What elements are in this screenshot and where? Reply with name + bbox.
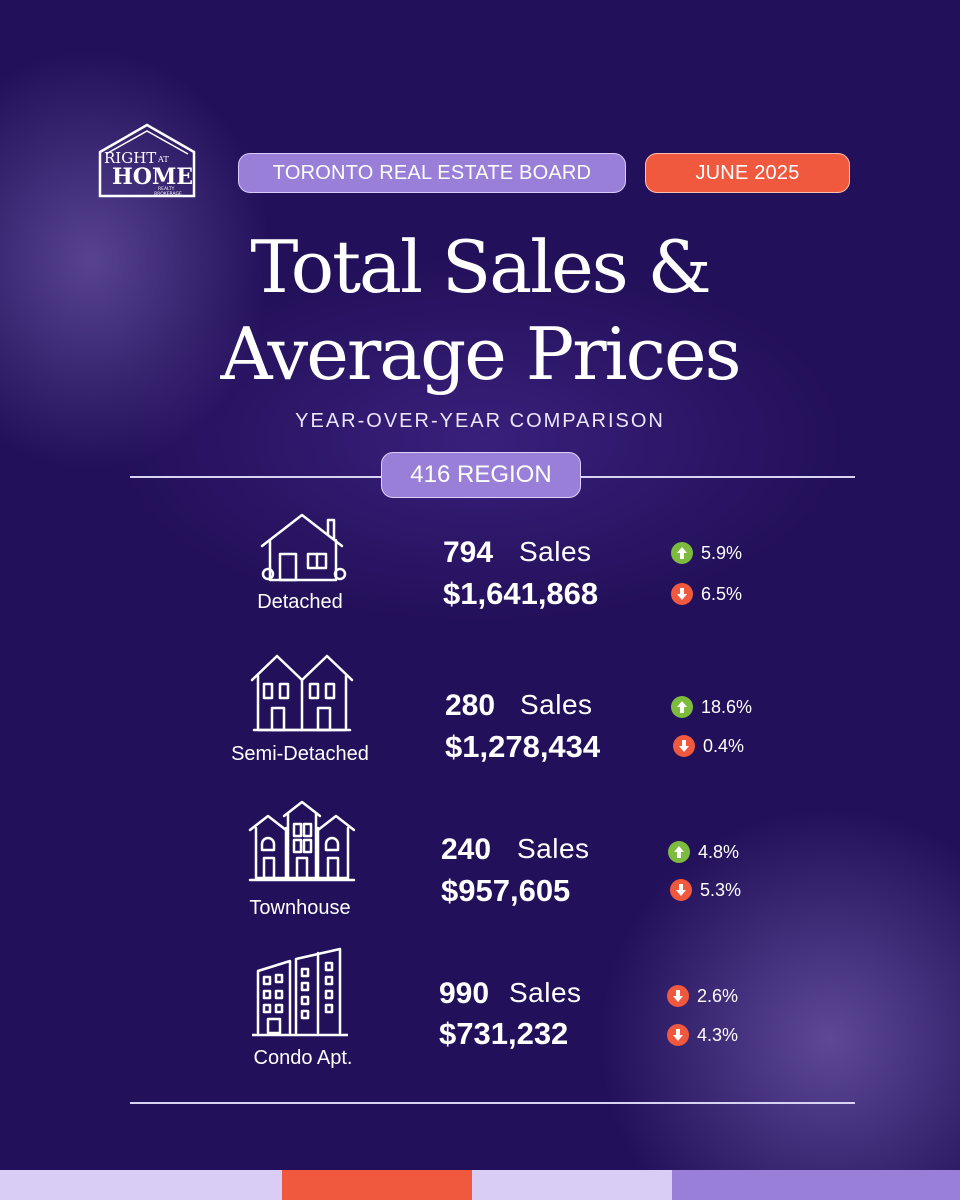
- sales-word-semi-detached: Sales: [520, 689, 593, 720]
- sales-word-condo: Sales: [509, 977, 582, 1008]
- category-label-detached: Detached: [257, 591, 343, 613]
- sales-change-townhouse: 4.8%: [668, 840, 739, 864]
- price-change-detached: 6.5%: [671, 582, 742, 606]
- avg-price-detached: $1,641,868: [443, 576, 599, 611]
- region-label: 416 REGION: [410, 461, 552, 488]
- price-change-value: 6.5%: [701, 583, 743, 604]
- board-badge: TORONTO REAL ESTATE BOARD: [238, 153, 626, 193]
- logo-word-right: RIGHT: [104, 149, 156, 167]
- footer-band-purple: [672, 1170, 960, 1200]
- price-change-value: 4.3%: [697, 1024, 739, 1045]
- arrow-down-icon: [667, 1024, 689, 1046]
- sales-count-detached: 794: [443, 536, 494, 569]
- avg-price-semi-detached: $1,278,434: [445, 729, 601, 764]
- arrow-up-icon: [668, 841, 690, 863]
- arrow-down-icon: [673, 735, 695, 757]
- board-label: TORONTO REAL ESTATE BOARD: [272, 161, 592, 184]
- right-at-home-logo: RIGHT AT HOME REALTY BROKERAGE: [98, 122, 196, 198]
- arrow-down-icon: [671, 583, 693, 605]
- detached-house-icon: [258, 512, 348, 584]
- townhouse-icon: [248, 800, 356, 884]
- category-label-semi-detached: Semi-Detached: [231, 743, 369, 765]
- sales-change-condo: 2.6%: [667, 984, 738, 1008]
- footer-band-lavender: [0, 1170, 282, 1200]
- logo-word-brokerage: BROKERAGE: [154, 191, 182, 197]
- sales-count-condo: 990: [439, 977, 490, 1010]
- sales-count-semi-detached: 280: [445, 689, 496, 722]
- sales-change-value: 18.6%: [701, 696, 753, 717]
- semi-detached-house-icon: [250, 652, 354, 734]
- logo-word-at: AT: [157, 155, 169, 164]
- price-change-semi-detached: 0.4%: [673, 734, 744, 758]
- arrow-down-icon: [667, 985, 689, 1007]
- footer-band-coral: [282, 1170, 472, 1200]
- region-badge: 416 REGION: [381, 452, 581, 498]
- price-change-value: 0.4%: [703, 735, 745, 756]
- arrow-up-icon: [671, 696, 693, 718]
- sales-change-value: 4.8%: [698, 841, 740, 862]
- bottom-divider: [130, 1102, 855, 1104]
- sales-word-townhouse: Sales: [517, 833, 590, 864]
- category-label-townhouse: Townhouse: [249, 897, 351, 919]
- sales-change-value: 5.9%: [701, 542, 743, 563]
- category-label-condo: Condo Apt.: [253, 1047, 353, 1069]
- sales-change-semi-detached: 18.6%: [671, 695, 752, 719]
- page-subtitle: YEAR-OVER-YEAR COMPARISON: [295, 410, 665, 432]
- price-change-value: 5.3%: [700, 879, 742, 900]
- logo-word-home: HOME: [112, 164, 193, 190]
- sales-word-detached: Sales: [519, 536, 592, 567]
- avg-price-townhouse: $957,605: [441, 873, 571, 908]
- sales-count-townhouse: 240: [441, 833, 492, 866]
- avg-price-condo: $731,232: [439, 1016, 569, 1051]
- footer-color-band: [0, 1170, 960, 1200]
- date-label: JUNE 2025: [695, 161, 800, 184]
- footer-band-lavender-2: [472, 1170, 672, 1200]
- price-change-condo: 4.3%: [667, 1023, 738, 1047]
- logo-word-realty: REALTY: [158, 186, 175, 192]
- page-title-line2: Average Prices: [220, 312, 741, 396]
- arrow-down-icon: [670, 879, 692, 901]
- sales-change-value: 2.6%: [697, 985, 739, 1006]
- date-badge: JUNE 2025: [645, 153, 850, 193]
- condo-building-icon: [252, 945, 348, 1039]
- sales-change-detached: 5.9%: [671, 541, 742, 565]
- page-title-line1: Total Sales &: [250, 225, 711, 309]
- price-change-townhouse: 5.3%: [670, 878, 741, 902]
- arrow-up-icon: [671, 542, 693, 564]
